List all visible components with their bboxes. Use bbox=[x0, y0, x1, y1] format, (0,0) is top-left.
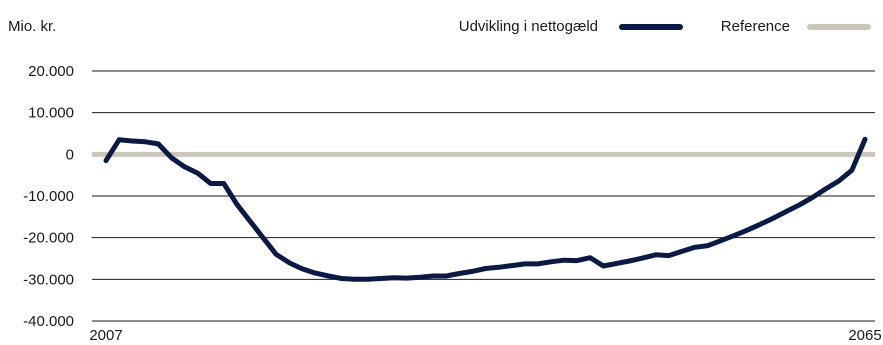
y-tick-label: 10.000 bbox=[28, 105, 74, 122]
y-axis-unit-label: Mio. kr. bbox=[8, 18, 56, 35]
y-tick-label: -20.000 bbox=[23, 230, 74, 247]
y-tick-label: -10.000 bbox=[23, 188, 74, 205]
y-tick-label: 20.000 bbox=[28, 63, 74, 80]
legend-label-nettogaeld: Udvikling i nettogæld bbox=[459, 18, 598, 35]
series-line-nettogaeld bbox=[103, 136, 868, 282]
y-tick-labels: 20.000 10.000 0 -10.000 -20.000 -30.000 -40.00… bbox=[23, 63, 74, 330]
x-tick-label: 2065 bbox=[848, 327, 881, 344]
x-tick-labels: 2007 2065 bbox=[89, 327, 881, 344]
y-tick-label: -30.000 bbox=[23, 271, 74, 288]
series-layer bbox=[92, 136, 875, 282]
legend-label-reference: Reference bbox=[721, 18, 790, 35]
legend: Udvikling i nettogæld Reference bbox=[459, 18, 871, 35]
x-tick-label: 2007 bbox=[89, 327, 122, 344]
y-tick-label: 0 bbox=[66, 146, 74, 163]
y-tick-label: -40.000 bbox=[23, 313, 74, 330]
grid bbox=[92, 70, 875, 322]
